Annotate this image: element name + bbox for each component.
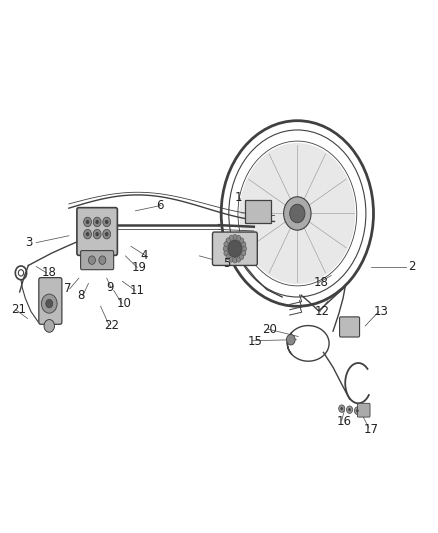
FancyBboxPatch shape xyxy=(81,251,114,270)
Circle shape xyxy=(339,405,345,413)
Circle shape xyxy=(229,257,233,262)
Circle shape xyxy=(237,235,241,240)
Circle shape xyxy=(95,220,99,224)
Circle shape xyxy=(229,235,233,240)
FancyBboxPatch shape xyxy=(77,208,117,255)
Text: 5: 5 xyxy=(223,257,231,270)
Circle shape xyxy=(356,409,359,413)
Text: 4: 4 xyxy=(141,249,148,262)
Circle shape xyxy=(93,217,101,227)
FancyBboxPatch shape xyxy=(245,200,271,223)
Text: 18: 18 xyxy=(42,266,57,279)
Circle shape xyxy=(240,238,244,243)
Text: 12: 12 xyxy=(315,305,330,318)
Circle shape xyxy=(242,246,247,252)
Circle shape xyxy=(88,256,95,264)
Circle shape xyxy=(290,204,305,223)
Circle shape xyxy=(84,229,92,239)
Circle shape xyxy=(340,407,343,410)
Circle shape xyxy=(346,406,353,414)
Circle shape xyxy=(18,270,24,276)
Circle shape xyxy=(93,229,101,239)
Circle shape xyxy=(223,246,227,252)
Text: 22: 22 xyxy=(104,319,119,333)
Text: 20: 20 xyxy=(262,322,277,336)
Circle shape xyxy=(46,300,53,308)
Text: 17: 17 xyxy=(364,423,378,436)
Circle shape xyxy=(233,258,237,263)
Circle shape xyxy=(348,408,351,411)
Circle shape xyxy=(84,217,92,227)
FancyBboxPatch shape xyxy=(357,403,370,417)
Circle shape xyxy=(103,229,111,239)
Circle shape xyxy=(354,407,360,415)
Circle shape xyxy=(105,220,109,224)
Text: 2: 2 xyxy=(408,260,416,273)
Text: 7: 7 xyxy=(64,282,72,295)
Circle shape xyxy=(226,238,230,243)
FancyBboxPatch shape xyxy=(339,317,360,337)
Circle shape xyxy=(237,257,241,262)
Circle shape xyxy=(240,254,244,260)
Text: 9: 9 xyxy=(106,281,113,294)
Circle shape xyxy=(241,241,246,247)
Text: 6: 6 xyxy=(156,199,163,212)
Circle shape xyxy=(228,240,242,257)
Circle shape xyxy=(284,197,311,230)
Text: 19: 19 xyxy=(132,261,147,274)
FancyBboxPatch shape xyxy=(212,232,257,265)
Circle shape xyxy=(86,220,89,224)
FancyBboxPatch shape xyxy=(39,278,62,324)
Circle shape xyxy=(226,254,230,260)
Text: 1: 1 xyxy=(234,191,242,204)
Circle shape xyxy=(286,334,295,345)
Circle shape xyxy=(224,251,228,256)
Circle shape xyxy=(42,294,57,313)
Text: 8: 8 xyxy=(78,289,85,302)
Text: 13: 13 xyxy=(374,305,389,318)
Circle shape xyxy=(99,256,106,264)
Text: 3: 3 xyxy=(25,236,33,249)
Text: 18: 18 xyxy=(314,276,329,289)
Circle shape xyxy=(86,232,89,236)
Circle shape xyxy=(241,251,246,256)
Circle shape xyxy=(103,217,111,227)
Circle shape xyxy=(240,143,355,284)
Text: 10: 10 xyxy=(117,297,131,310)
Circle shape xyxy=(105,232,109,236)
Text: 15: 15 xyxy=(247,335,262,348)
Text: 21: 21 xyxy=(11,303,26,317)
Text: 16: 16 xyxy=(336,415,352,429)
Circle shape xyxy=(95,232,99,236)
Text: 11: 11 xyxy=(130,284,145,297)
Circle shape xyxy=(224,241,228,247)
Circle shape xyxy=(44,319,54,332)
Circle shape xyxy=(233,235,237,240)
